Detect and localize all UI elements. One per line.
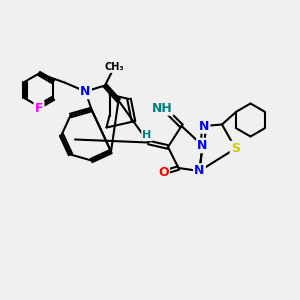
Text: O: O	[158, 166, 169, 179]
Text: H: H	[142, 130, 152, 140]
Text: NH: NH	[152, 101, 172, 115]
Text: N: N	[199, 119, 209, 133]
Text: N: N	[194, 164, 205, 178]
Text: S: S	[231, 142, 240, 155]
Text: N: N	[197, 139, 208, 152]
Text: CH₃: CH₃	[104, 62, 124, 72]
Text: N: N	[80, 85, 91, 98]
Text: F: F	[35, 101, 43, 115]
